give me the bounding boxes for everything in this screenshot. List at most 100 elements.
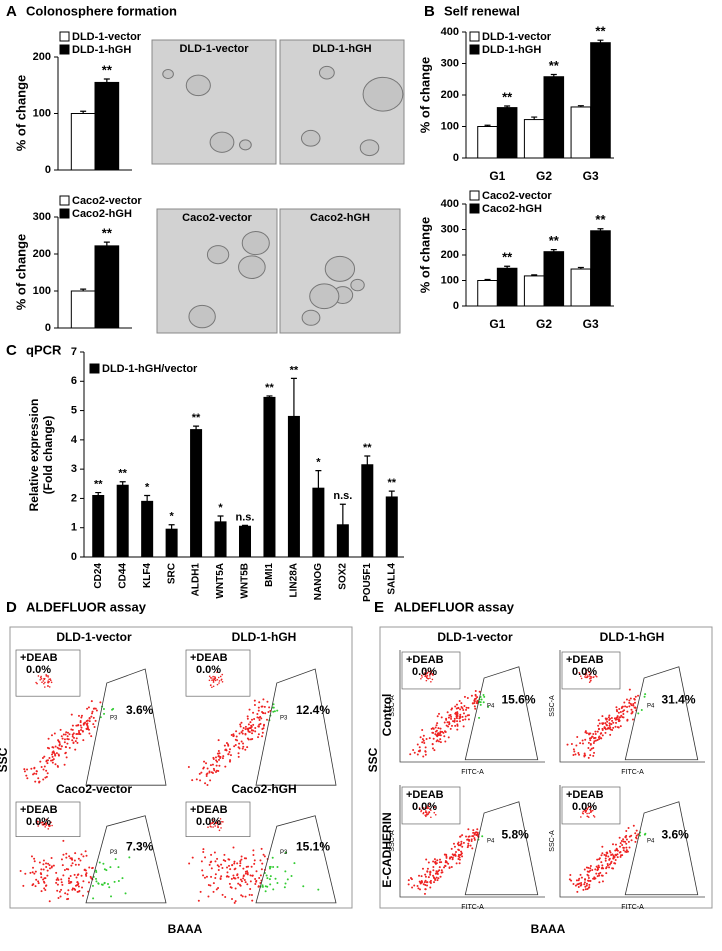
inset-label: +DEAB (406, 654, 444, 666)
event-dot (580, 882, 583, 885)
event-dot (254, 730, 257, 733)
event-dot (208, 863, 211, 866)
event-dot (584, 888, 587, 891)
event-dot (271, 856, 274, 859)
event-dot (618, 719, 621, 722)
event-dot (69, 857, 72, 860)
event-dot (462, 841, 465, 844)
event-dot (43, 765, 46, 768)
inset (185, 649, 251, 697)
event-dot (447, 736, 450, 739)
event-dot (88, 720, 91, 723)
panel-letter: D (6, 599, 17, 616)
event-dot (597, 872, 600, 875)
gate-percent: 31.4% (662, 693, 696, 707)
event-dot (460, 850, 463, 853)
error-bar (80, 288, 87, 291)
event-dot (276, 866, 279, 869)
event-dot (450, 715, 453, 718)
event-dot (237, 755, 240, 758)
event-dot (47, 759, 50, 762)
event-dot (593, 737, 596, 740)
event-dot (598, 722, 601, 725)
bar (543, 251, 565, 307)
inset-dot (591, 809, 594, 812)
event-dot (240, 731, 243, 734)
inset-dot (431, 673, 434, 675)
event-dot (75, 724, 78, 727)
event-dot (601, 723, 604, 726)
event-dot (588, 886, 591, 889)
inset-dot (42, 823, 45, 826)
event-dot (631, 718, 634, 721)
column-title: DLD-1-vector (437, 630, 513, 644)
inset-label: +DEAB (190, 804, 228, 816)
event-dot (47, 737, 50, 740)
event-dot (594, 877, 597, 880)
x-tick-label: LIN28A (289, 563, 300, 597)
event-dot (237, 752, 240, 755)
event-dot (427, 861, 430, 864)
event-dot (450, 847, 453, 850)
inset-dot (585, 673, 588, 675)
event-dot (75, 737, 78, 740)
event-dot (266, 877, 269, 880)
event-dot (276, 881, 279, 884)
inset-dot (582, 810, 585, 813)
inset-dot (592, 814, 595, 817)
event-dot (95, 877, 98, 880)
event-dot (41, 757, 44, 760)
plot-axes (399, 785, 545, 898)
event-dot (93, 726, 96, 729)
event-dot (435, 862, 438, 865)
event-dot (246, 715, 249, 718)
event-dot (61, 864, 64, 867)
event-dot (411, 886, 414, 889)
event-dot (409, 753, 412, 756)
event-dot (471, 847, 474, 850)
event-dot (453, 717, 456, 720)
error-bar (597, 39, 604, 43)
y-tick-label: 100 (33, 285, 51, 297)
inset-dot (587, 670, 590, 673)
event-dot (614, 853, 617, 856)
event-dot (462, 725, 465, 728)
event-dot (23, 768, 26, 771)
event-dot (463, 705, 466, 708)
event-dot (257, 733, 260, 736)
inset (561, 786, 621, 825)
event-dot (88, 717, 91, 720)
event-dot (588, 883, 591, 886)
inset-dot (218, 680, 221, 682)
event-dot (600, 854, 603, 857)
event-dot (580, 876, 583, 879)
event-dot (216, 752, 219, 755)
event-dot (213, 769, 216, 772)
event-dot (243, 878, 246, 881)
inset-dot (584, 811, 587, 813)
event-dot (446, 721, 449, 724)
event-dot (248, 893, 251, 896)
event-dot (204, 856, 207, 859)
y-tick-label: 0 (453, 152, 459, 164)
y-tick-label: 400 (441, 26, 459, 38)
event-dot (60, 888, 63, 891)
event-dot (606, 720, 609, 723)
event-dot (215, 759, 218, 762)
event-dot (256, 716, 259, 719)
event-dot (242, 867, 245, 870)
event-dot (56, 746, 59, 749)
event-dot (57, 740, 60, 743)
inset-dot (420, 677, 422, 680)
event-dot (197, 899, 200, 902)
event-dot (634, 695, 637, 698)
event-dot (91, 712, 94, 715)
event-dot (601, 845, 604, 848)
event-dot (440, 716, 443, 719)
bar (336, 524, 349, 558)
inset (15, 801, 81, 838)
inset-dot (44, 826, 46, 828)
event-dot (109, 866, 112, 869)
event-dot (229, 868, 232, 871)
